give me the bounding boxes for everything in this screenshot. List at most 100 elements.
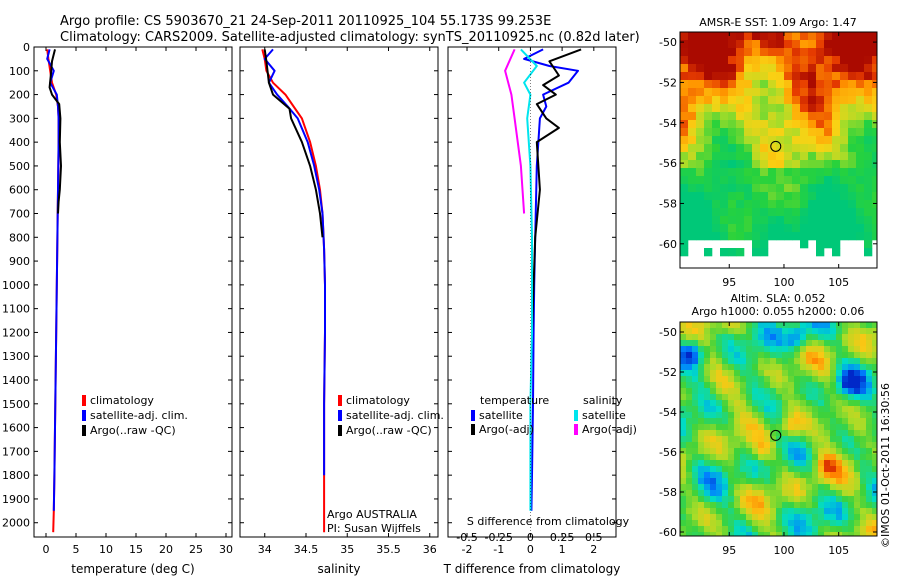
sla-heatmap-cell [764,334,771,341]
sla-heatmap-cell [704,370,711,377]
sla-heatmap-cell [758,334,765,341]
sst-heatmap-cell [856,104,865,113]
sla-heatmap-cell [800,328,807,335]
sla-heatmap-cell [824,406,831,413]
sst-heatmap-cell [728,184,737,193]
sla-heatmap-cell [764,388,771,395]
sst-heatmap-cell [776,160,785,169]
sla-heatmap-cell [842,526,849,533]
sst-heatmap-cell [752,240,761,249]
sst-heatmap-cell [800,216,809,225]
sla-heatmap-cell [704,400,711,407]
sst-heatmap-cell [704,200,713,209]
sst-heatmap-cell [736,200,745,209]
sla-heatmap-cell [806,454,813,461]
sla-heatmap-cell [758,454,765,461]
sst-heatmap-cell [832,184,841,193]
sst-heatmap-cell [856,144,865,153]
sst-heatmap-cell [856,72,865,81]
sst-heatmap-cell [760,104,769,113]
sla-heatmap-cell [812,502,819,509]
sla-heatmap-cell [818,322,825,329]
sla-heatmap-cell [824,370,831,377]
sst-heatmap-cell [784,136,793,145]
sst-heatmap-cell [776,208,785,217]
sst-heatmap-cell [824,192,833,201]
sla-heatmap-cell [740,328,747,335]
sla-heatmap-cell [758,484,765,491]
sla-heatmap-cell [782,496,789,503]
sla-heatmap-cell [812,412,819,419]
sst-heatmap-cell [712,136,721,145]
sla-heatmap-cell [686,508,693,515]
sst-heatmap-cell [728,72,737,81]
sla-heatmap-cell [692,388,699,395]
sla-heatmap-cell [728,322,735,329]
sst-heatmap-cell [768,128,777,137]
sla-heatmap-cell [722,424,729,431]
sla-heatmap-cell [728,496,735,503]
sla-heatmap-cell [746,346,753,353]
sla-heatmap-cell [872,322,878,329]
sst-heatmap-cell [688,224,697,233]
sst-heatmap-cell [808,184,817,193]
sla-heatmap-cell [716,532,723,537]
sla-map-title-line2: Argo h1000: 0.055 h2000: 0.06 [692,305,865,318]
sst-heatmap-cell [832,144,841,153]
sla-heatmap-cell [818,358,825,365]
temperature-legend-swatch [82,395,86,406]
sst-heatmap-cell [864,88,873,97]
sst-heatmap-cell [744,232,753,241]
sla-heatmap-cell [698,322,705,329]
sst-heatmap-cell [840,216,849,225]
sla-heatmap-cell [764,322,771,329]
sla-y-tick-label: -58 [659,486,677,499]
sla-heatmap-cell [854,466,861,473]
sla-heatmap-cell [860,448,867,455]
sla-y-tick-label: -50 [659,326,677,339]
sst-heatmap-cell [848,136,857,145]
sst-heatmap-cell [736,216,745,225]
sst-heatmap-cell [832,56,841,65]
sst-heatmap-cell [760,136,769,145]
sla-heatmap-cell [734,358,741,365]
sst-heatmap-cell [864,208,873,217]
sst-heatmap-cell [784,232,793,241]
sla-heatmap-cell [782,328,789,335]
sla-heatmap-cell [788,370,795,377]
sla-heatmap-cell [800,382,807,389]
sla-heatmap-cell [680,448,687,455]
sst-heatmap-cell [728,56,737,65]
sla-heatmap-cell [836,334,843,341]
sst-heatmap-cell [856,112,865,121]
sla-heatmap-cell [854,382,861,389]
sla-heatmap-cell [824,478,831,485]
sla-heatmap-cell [680,406,687,413]
sst-heatmap-cell [720,200,729,209]
sla-heatmap-cell [704,520,711,527]
sst-heatmap-cell [712,104,721,113]
sst-heatmap-cell [736,80,745,89]
sla-heatmap-cell [854,520,861,527]
sst-y-tick-label: -56 [659,157,677,170]
sla-heatmap-cell [818,376,825,383]
sla-heatmap-cell [776,448,783,455]
sla-heatmap-cell [842,514,849,521]
sla-heatmap-cell [866,448,873,455]
sst-heatmap-cell [824,168,833,177]
sla-heatmap-cell [716,514,723,521]
sla-heatmap-cell [788,364,795,371]
sla-heatmap-cell [842,496,849,503]
y-tick-label: 1400 [2,374,30,387]
sst-heatmap-cell [848,112,857,121]
sst-heatmap-cell [832,72,841,81]
sst-heatmap-cell [704,96,713,105]
sst-heatmap-cell [832,160,841,169]
sst-y-tick-label: -50 [659,36,677,49]
sla-heatmap-cell [848,406,855,413]
sla-heatmap-cell [836,490,843,497]
sla-heatmap-cell [710,430,717,437]
sla-heatmap-cell [842,394,849,401]
sla-heatmap-cell [788,394,795,401]
sst-heatmap-cell [760,216,769,225]
